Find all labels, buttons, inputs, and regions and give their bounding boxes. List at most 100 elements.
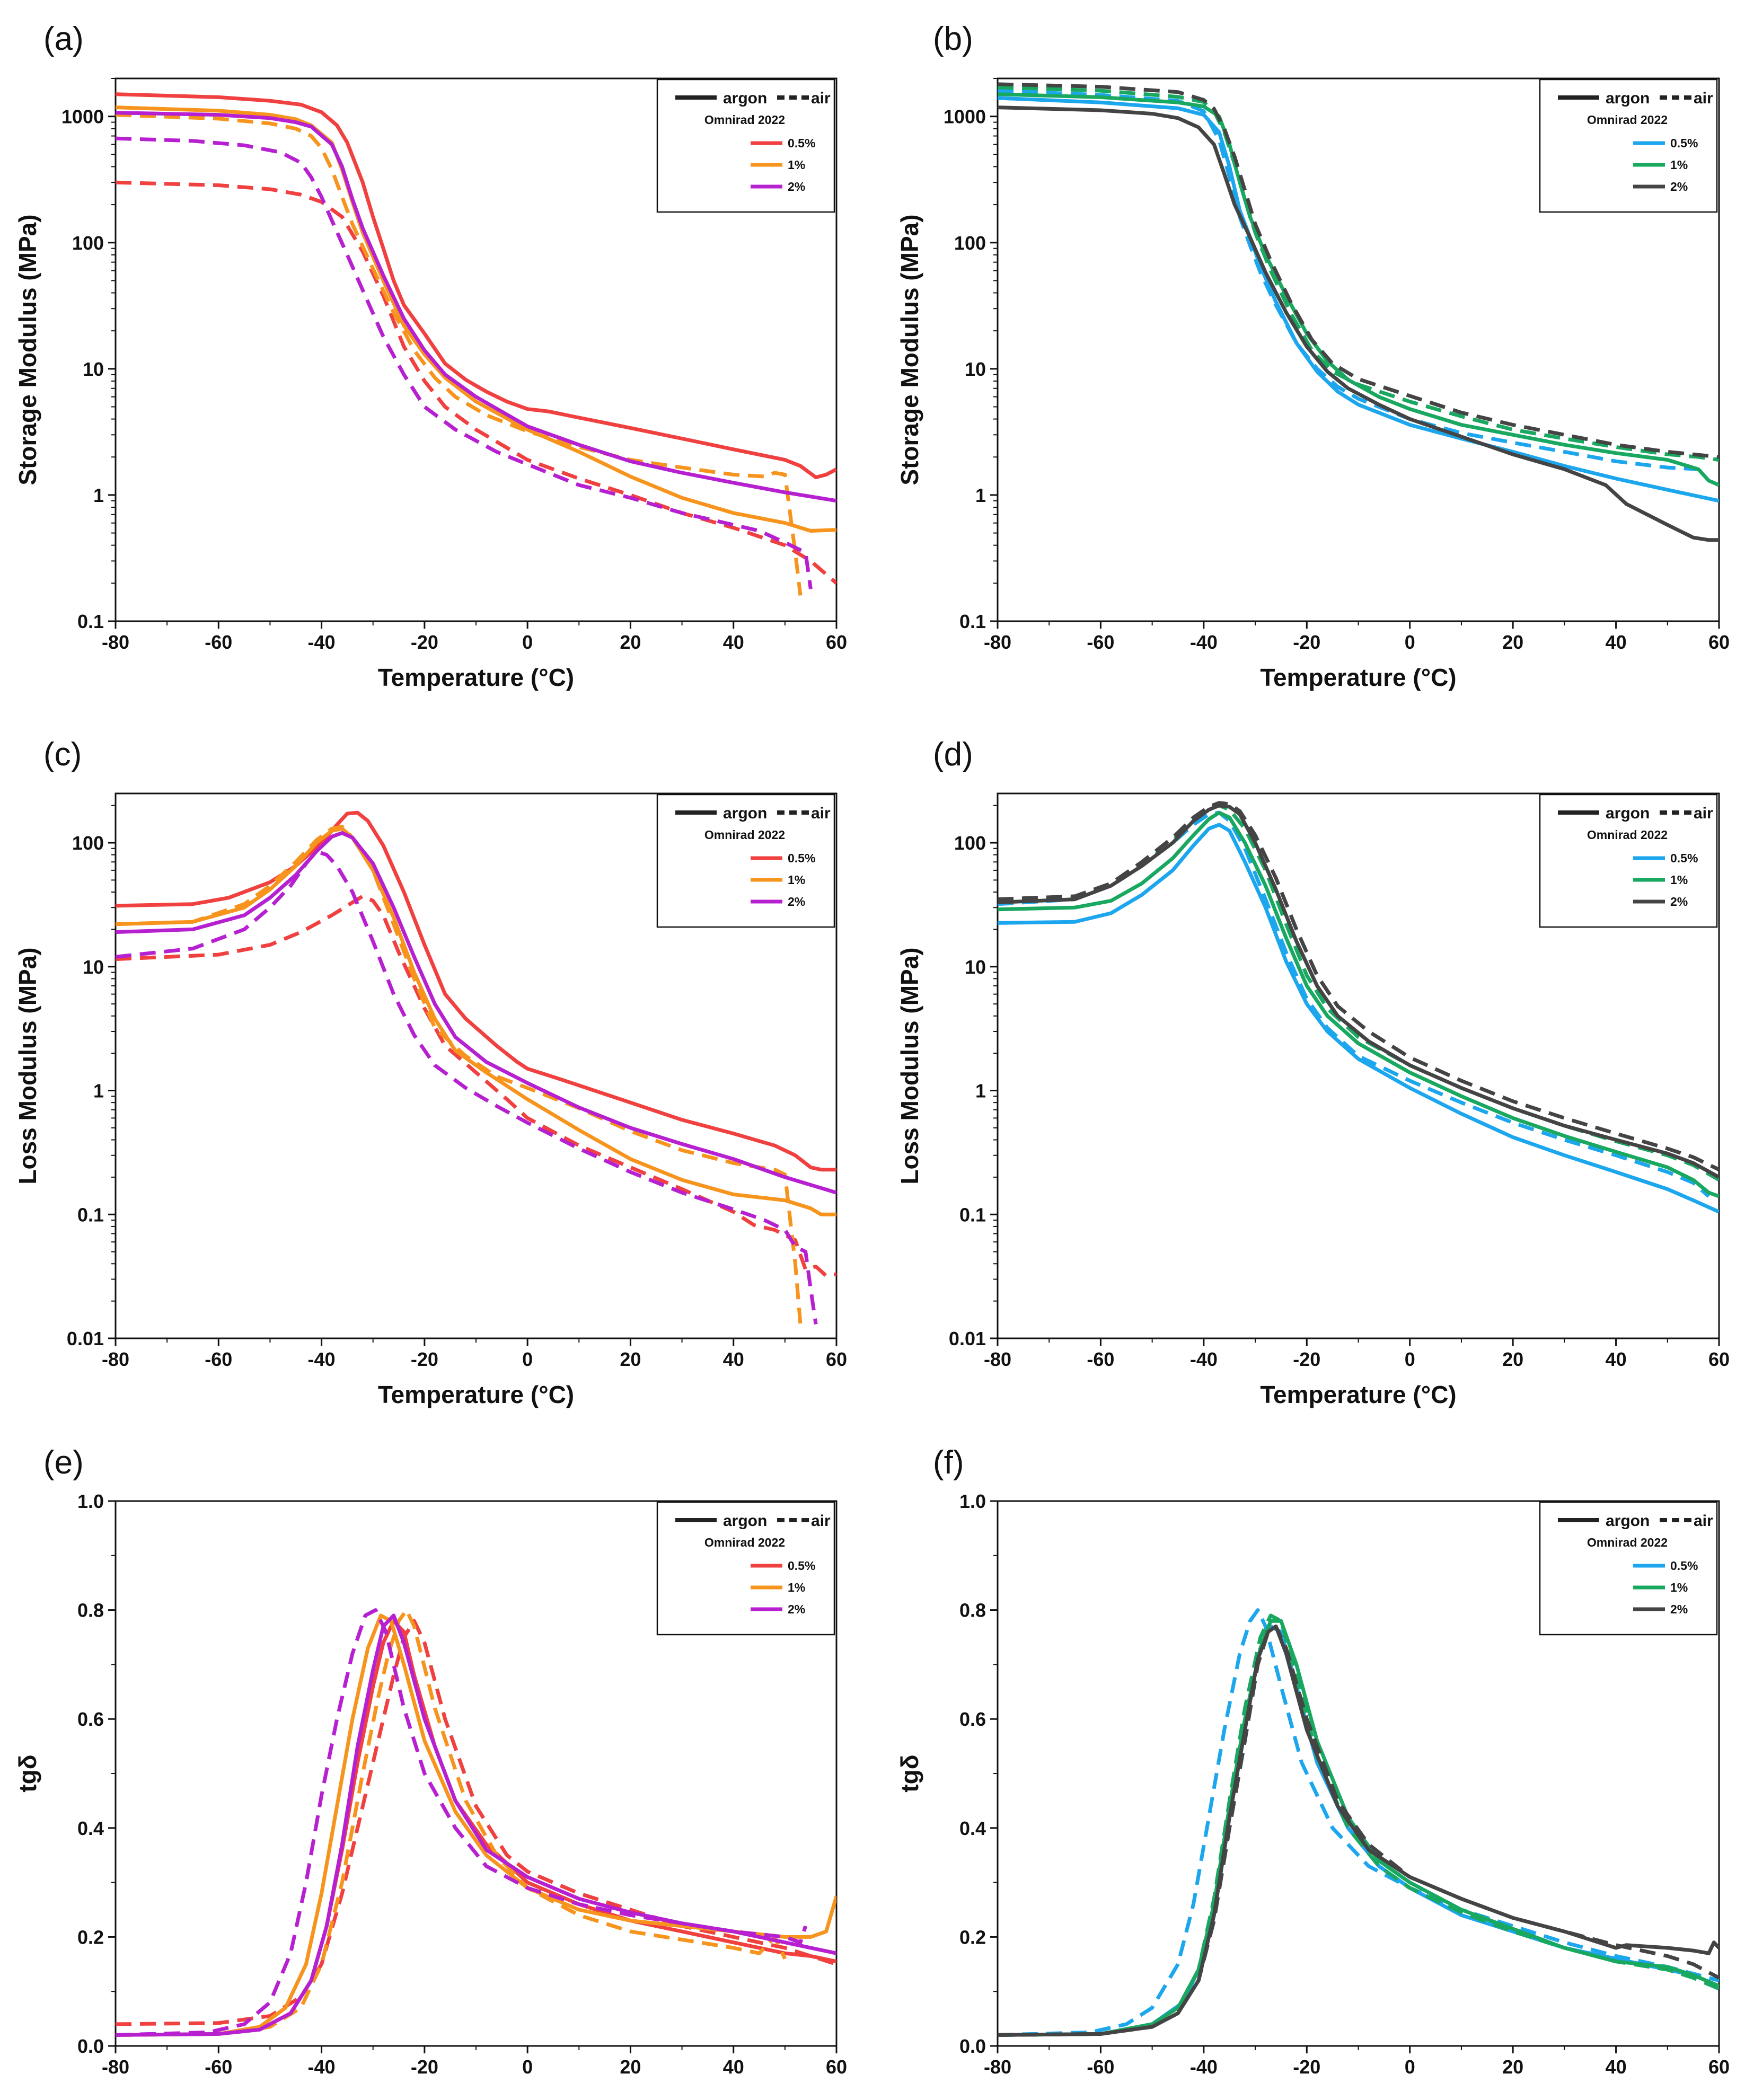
- y-tick-label: 1.0: [959, 1490, 986, 1512]
- legend-entry-3: 2%: [1670, 180, 1688, 193]
- x-tick-label: 0: [522, 631, 533, 653]
- legend-air-label: air: [811, 1512, 831, 1530]
- x-tick-label: 40: [723, 631, 744, 653]
- x-tick-label: -20: [1293, 1348, 1320, 1370]
- series-line-2-argon: [998, 804, 1719, 1179]
- series-group: [116, 810, 836, 1325]
- x-tick-label: 0: [1405, 631, 1415, 653]
- x-tick-label: -40: [308, 631, 336, 653]
- series-group: [116, 1608, 836, 2037]
- panel-label: (d): [933, 736, 973, 773]
- y-axis-label: tgδ: [896, 1754, 923, 1792]
- legend-box: [656, 78, 835, 213]
- x-tick-label: 0: [1405, 1348, 1415, 1370]
- legend-air-label: air: [1694, 805, 1713, 822]
- y-tick-label: 100: [72, 232, 104, 254]
- y-tick-label: 0.8: [959, 1600, 986, 1621]
- legend-entry-1: 0.5%: [788, 136, 815, 150]
- legend-entry-2: 1%: [788, 158, 805, 172]
- legend-air-label: air: [811, 90, 831, 107]
- series-line-2-argon: [116, 111, 836, 503]
- series-line-1-air: [116, 1608, 787, 2037]
- x-tick-label: 20: [620, 1348, 641, 1370]
- series-line-2-argon: [998, 105, 1719, 542]
- legend-box: [1539, 793, 1718, 928]
- x-tick-label: 40: [1606, 631, 1627, 653]
- legend-entry-3: 2%: [788, 895, 805, 908]
- x-tick-label: -40: [308, 2056, 336, 2078]
- series-line-0-5-air: [116, 894, 836, 1278]
- series-line-0-5-air: [116, 1619, 836, 2026]
- series-line-2-air: [116, 1608, 808, 2037]
- x-tick-label: 40: [723, 1348, 744, 1370]
- series-line-0-5-argon: [998, 96, 1719, 503]
- y-axis-label: Storage Modulus (MPa): [896, 214, 923, 485]
- x-tick-label: -60: [1087, 1348, 1114, 1370]
- legend-entry-1: 0.5%: [1670, 1559, 1698, 1573]
- x-tick-label: -20: [1293, 2056, 1320, 2078]
- y-tick-label: 1: [975, 1080, 986, 1102]
- x-tick-label: 20: [1502, 2056, 1523, 2078]
- panel-f: -80 -60 -40 -20 0 20 40 60 0.0 0.2 0.4 0.6 0.8 1.0 tgδ…: [896, 1444, 1730, 2078]
- x-tick-label: -60: [1087, 631, 1114, 653]
- panel-label: (f): [933, 1444, 964, 1481]
- series-line-0-5-argon: [116, 92, 836, 480]
- y-tick-label: 1000: [944, 106, 986, 128]
- legend-entry-1: 0.5%: [1670, 851, 1698, 865]
- y-tick-label: 100: [72, 832, 104, 854]
- x-tick-label: 60: [1708, 2056, 1730, 2078]
- x-tick-label: -20: [411, 2056, 438, 2078]
- legend-argon-label: argon: [723, 90, 767, 107]
- x-tick-label: -20: [411, 1348, 438, 1370]
- x-tick-label: -80: [984, 2056, 1011, 2078]
- series-line-2-argon: [116, 831, 836, 1195]
- legend-entry-1: 0.5%: [1670, 136, 1698, 150]
- y-tick-label: 1: [975, 484, 986, 506]
- legend-entry-3: 2%: [788, 180, 805, 193]
- x-tick-label: 40: [723, 2056, 744, 2078]
- series-line-0-5-argon: [116, 1619, 836, 2037]
- x-tick-label: 40: [1606, 2056, 1627, 2078]
- legend-title: Omnirad 2022: [1587, 828, 1668, 842]
- x-tick-label: -40: [1190, 2056, 1218, 2078]
- legend-box: [656, 793, 835, 928]
- series-line-0-5-argon: [998, 823, 1719, 1214]
- x-tick-label: 60: [826, 2056, 847, 2078]
- series-line-1-argon: [116, 1613, 836, 2037]
- y-tick-label: 1000: [61, 106, 104, 128]
- y-tick-label: 0.2: [77, 1926, 104, 1948]
- legend-air-label: air: [1694, 90, 1713, 107]
- legend-entry-3: 2%: [1670, 895, 1688, 908]
- series-group: [998, 1608, 1719, 2037]
- x-tick-label: 20: [620, 2056, 641, 2078]
- legend-argon-label: argon: [1606, 805, 1650, 822]
- x-axis-label: Temperature (°C): [378, 664, 574, 691]
- series-line-1-argon: [116, 105, 836, 533]
- legend-box: [1539, 78, 1718, 213]
- series-group: [998, 801, 1719, 1214]
- x-tick-label: -60: [1087, 2056, 1114, 2078]
- x-tick-label: -80: [102, 631, 129, 653]
- y-tick-label: 0.4: [77, 1817, 104, 1839]
- y-tick-label: 0.6: [77, 1708, 104, 1730]
- y-tick-label: 0.01: [67, 1328, 104, 1349]
- series-line-2-air: [998, 801, 1719, 1171]
- x-tick-label: 60: [826, 1348, 847, 1370]
- x-tick-label: -40: [1190, 1348, 1218, 1370]
- x-axis-label: Temperature (°C): [378, 1381, 574, 1408]
- x-tick-label: -80: [984, 1348, 1011, 1370]
- panel-label: (e): [43, 1444, 84, 1481]
- y-tick-label: 10: [83, 358, 104, 380]
- y-axis-label: Loss Modulus (MPa): [14, 947, 41, 1184]
- y-tick-label: 0.0: [959, 2035, 986, 2057]
- x-tick-label: -40: [1190, 631, 1218, 653]
- legend-air-label: air: [1694, 1512, 1713, 1530]
- panel-c: -80 -60 -40 -20 0 20 40 60 0.01 0.1 1 10 100 Temperat…: [14, 736, 847, 1408]
- x-tick-label: -60: [205, 1348, 232, 1370]
- legend-title: Omnirad 2022: [704, 1536, 785, 1549]
- x-tick-label: 20: [1502, 1348, 1523, 1370]
- x-tick-label: 0: [522, 2056, 533, 2078]
